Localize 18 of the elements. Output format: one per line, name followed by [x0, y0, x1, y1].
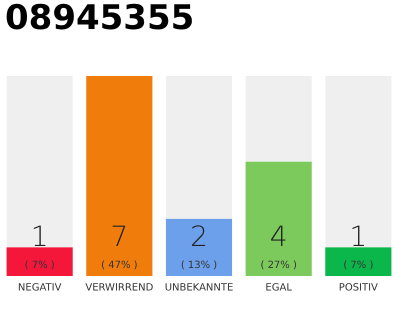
annotation: ( 7% ): [24, 260, 55, 271]
x-tick-label: UNBEKANNTE: [164, 282, 234, 294]
annotation: ( 7% ): [343, 260, 374, 271]
annotation: ( 27% ): [260, 260, 297, 271]
data-label: 7: [110, 220, 128, 253]
data-label: 2: [190, 220, 208, 253]
bar: [6, 247, 73, 276]
x-tick-label: EGAL: [265, 282, 292, 294]
data-label: 1: [30, 220, 49, 253]
x-tick-label: POSITIV: [338, 282, 378, 294]
annotation: ( 13% ): [180, 260, 218, 271]
annotation: ( 47% ): [101, 260, 138, 271]
data-label: 1: [349, 220, 368, 253]
x-tick-label: NEGATIV: [18, 282, 62, 294]
x-tick-label: VERWIRREND: [85, 282, 154, 294]
chart-title: 08945355: [5, 0, 194, 38]
data-label: 4: [270, 220, 288, 253]
bar: [325, 247, 392, 276]
